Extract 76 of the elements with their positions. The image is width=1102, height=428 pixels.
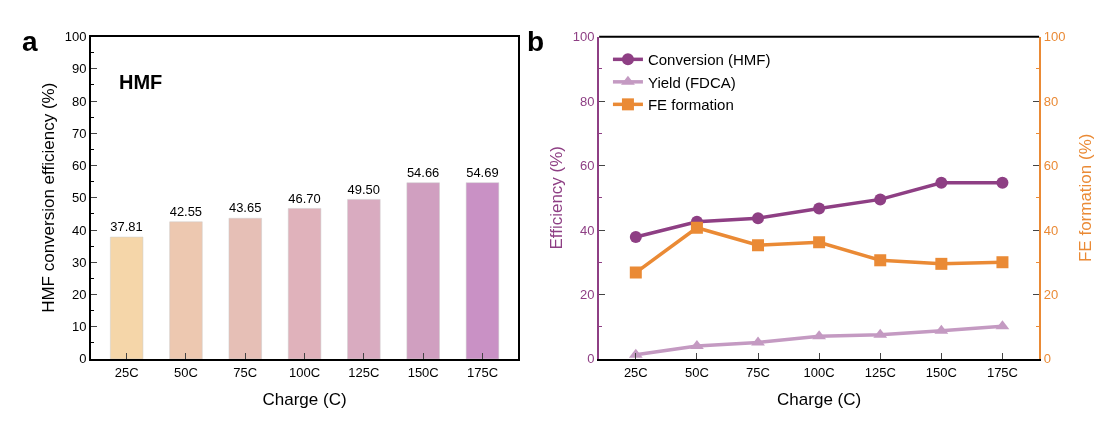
y-tick-label: 90 xyxy=(72,61,87,77)
text: a xyxy=(22,26,38,57)
y-tick-label: 0 xyxy=(587,351,595,367)
bar xyxy=(406,182,440,359)
bar xyxy=(347,199,381,359)
y-tick-label: 80 xyxy=(580,93,595,109)
bar xyxy=(288,208,322,359)
point xyxy=(629,266,642,279)
y2-tick-label: 0 xyxy=(1043,351,1051,367)
y-tick-label: 80 xyxy=(72,93,87,109)
point xyxy=(752,239,765,252)
legend-label: Yield (FDCA) xyxy=(647,73,736,91)
x-tick-label: 25C xyxy=(114,364,139,380)
x-tick-label: 100C xyxy=(803,364,835,380)
x-tick-label: 25C xyxy=(623,364,648,380)
legend-label: Conversion (HMF) xyxy=(647,51,771,69)
x-tick-label: 175C xyxy=(466,364,499,380)
y-tick-label: 0 xyxy=(79,351,87,367)
point xyxy=(874,193,887,206)
point xyxy=(813,202,826,215)
data-label: 37.81 xyxy=(110,219,143,235)
x-axis-title: Charge (C) xyxy=(262,390,347,410)
y2-axis-title: FE formation (%) xyxy=(1076,133,1096,263)
y2-tick-label: 40 xyxy=(1043,222,1059,238)
y-tick-label: 60 xyxy=(580,158,595,174)
y-tick-label: 60 xyxy=(72,158,87,174)
bar xyxy=(228,217,262,359)
x-tick-label: 100C xyxy=(289,364,321,380)
point xyxy=(874,254,887,267)
legend-label: FE formation xyxy=(647,96,734,114)
y-tick-label: 100 xyxy=(572,29,595,45)
data-label: 43.65 xyxy=(228,200,262,216)
point xyxy=(752,212,765,225)
x-tick-label: 50C xyxy=(174,364,198,380)
x-tick-label: 75C xyxy=(746,364,770,380)
y-axis-title: Efficiency (%) xyxy=(546,145,566,250)
y2-tick-label: 80 xyxy=(1043,93,1059,109)
annotation: HMF xyxy=(119,71,163,93)
y2-tick-label: 100 xyxy=(1043,29,1066,45)
data-label: 42.55 xyxy=(169,204,203,220)
y-axis-title: HMF conversion efficiency (%) xyxy=(38,82,58,313)
text: b xyxy=(527,26,545,57)
point xyxy=(935,176,948,189)
y-tick-label: 10 xyxy=(72,319,87,335)
y-tick-label: 50 xyxy=(72,190,87,206)
bar xyxy=(110,236,144,359)
y2-tick-label: 20 xyxy=(1043,287,1059,303)
data-label: 54.66 xyxy=(406,164,440,180)
point xyxy=(629,231,642,244)
point xyxy=(996,256,1009,269)
x-tick-label: 125C xyxy=(864,364,896,380)
point xyxy=(690,221,703,234)
y-tick-label: 70 xyxy=(72,125,87,141)
y-tick-label: 20 xyxy=(72,287,87,303)
point xyxy=(935,257,948,270)
point xyxy=(996,176,1009,189)
y-tick-label: 100 xyxy=(64,29,87,45)
y-tick-label: 30 xyxy=(72,254,87,270)
point xyxy=(813,236,826,249)
y-tick-label: 40 xyxy=(72,222,87,238)
y-tick-label: 40 xyxy=(580,222,595,238)
data-label: 46.70 xyxy=(288,190,321,206)
x-tick-label: 150C xyxy=(407,364,439,380)
y-tick-label: 20 xyxy=(580,287,595,303)
bar xyxy=(169,221,203,359)
x-tick-label: 125C xyxy=(348,364,380,380)
data-label: 54.69 xyxy=(466,164,499,180)
point xyxy=(751,336,765,346)
x-tick-label: 50C xyxy=(684,364,709,380)
bar xyxy=(465,182,500,359)
x-axis-title: Charge (C) xyxy=(777,390,862,410)
x-tick-label: 150C xyxy=(925,364,957,380)
x-tick-label: 75C xyxy=(233,364,258,380)
y2-tick-label: 60 xyxy=(1043,158,1059,174)
data-label: 49.50 xyxy=(347,181,380,197)
x-tick-label: 175C xyxy=(986,364,1018,380)
